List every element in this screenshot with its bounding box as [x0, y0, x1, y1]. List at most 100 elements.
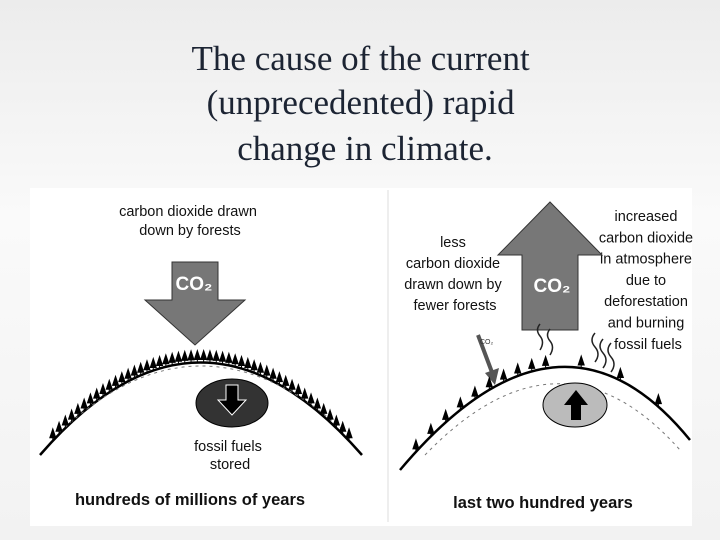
tree [326, 408, 334, 424]
arrow-label: CO₂ [534, 276, 571, 297]
small-co2-arrow [476, 334, 495, 376]
smoke [536, 323, 615, 373]
tree [93, 387, 101, 403]
tree [118, 371, 126, 386]
tree [269, 367, 277, 383]
label-line: stored [210, 457, 250, 473]
tree [225, 351, 233, 367]
label-line: in atmosphere [600, 252, 692, 268]
slide-title: The cause of the current (unprecedented)… [192, 39, 539, 168]
small-arrow-head [485, 368, 499, 385]
fossil-label: fossil fuels stored [194, 439, 266, 473]
tree [288, 378, 296, 394]
tree [143, 359, 151, 374]
tree [124, 367, 132, 383]
tree [301, 387, 309, 403]
tree [149, 356, 157, 372]
tree [181, 349, 189, 365]
label-line: carbon dioxide [599, 230, 693, 246]
right-ground [399, 365, 691, 471]
tree [74, 402, 82, 418]
tree [206, 349, 214, 364]
co2-down-arrow [143, 261, 247, 346]
right-right-label: increased carbon dioxide in atmosphere d… [599, 209, 697, 353]
tree [514, 362, 522, 377]
arrow-label: CO₂ [176, 274, 213, 295]
tree [136, 361, 145, 377]
tree [193, 348, 202, 364]
tree [441, 408, 450, 424]
tree [471, 385, 479, 401]
tree [654, 393, 663, 408]
tree [263, 364, 271, 380]
tree [332, 414, 341, 430]
small-up-arrow [564, 390, 588, 420]
tree [485, 376, 494, 391]
tree [412, 438, 420, 453]
tree [528, 357, 536, 373]
label-line: down by forests [139, 223, 241, 239]
tree [294, 382, 303, 398]
left-ground [39, 361, 363, 456]
label-line: fossil fuels [614, 337, 682, 353]
tree [162, 353, 170, 368]
tree [231, 353, 239, 368]
tree [339, 420, 347, 436]
tree [174, 350, 183, 366]
tree [307, 392, 315, 407]
tree [282, 374, 290, 390]
tree [99, 382, 107, 398]
label-line: increased [615, 209, 678, 225]
label-line: fossil fuels [194, 439, 262, 455]
tree [244, 356, 252, 372]
tree [616, 366, 625, 382]
label-line: due to [626, 273, 666, 289]
tree [111, 374, 120, 390]
tree [105, 378, 113, 394]
title-line: (unprecedented) rapid [207, 83, 516, 122]
tree [155, 354, 164, 370]
label-line: carbon dioxide [406, 256, 500, 272]
tree [86, 392, 95, 407]
diagram-panel [30, 188, 692, 526]
right-caption: last two hundred years [453, 494, 633, 512]
tree [61, 414, 70, 430]
label-line: fewer forests [414, 298, 497, 314]
tree [168, 351, 176, 367]
label-line: deforestation [604, 294, 688, 310]
tree [320, 402, 328, 418]
small-down-arrow [216, 384, 248, 416]
title-line: change in climate. [237, 129, 493, 168]
tree [130, 364, 139, 380]
label-line: carbon dioxide drawn [119, 204, 257, 220]
tree [499, 368, 508, 384]
tree [256, 361, 265, 377]
tree [67, 408, 76, 424]
label-line: less [440, 235, 466, 251]
left-top-label: carbon dioxide drawn down by forests [119, 204, 261, 239]
co2-up-arrow [496, 201, 604, 331]
left-caption: hundreds of millions of years [75, 491, 305, 509]
tree [275, 371, 284, 386]
label-line: drawn down by [404, 277, 502, 293]
tree [212, 349, 220, 365]
tree [313, 397, 322, 413]
tree [427, 422, 435, 438]
tree [250, 359, 258, 374]
tree [80, 397, 88, 413]
tree [577, 354, 585, 369]
tree [237, 354, 246, 370]
tree [218, 350, 227, 366]
tree [541, 354, 550, 370]
tree [49, 427, 57, 442]
small-arrow-label: CO₂ [480, 339, 494, 346]
title-line: The cause of the current [192, 39, 530, 78]
tree [187, 349, 195, 364]
label-line: and burning [608, 316, 685, 332]
tree [55, 420, 63, 436]
tree [345, 427, 353, 442]
right-left-label: less carbon dioxide drawn down by fewer … [404, 235, 506, 314]
tree [199, 348, 208, 364]
tree [456, 396, 465, 411]
